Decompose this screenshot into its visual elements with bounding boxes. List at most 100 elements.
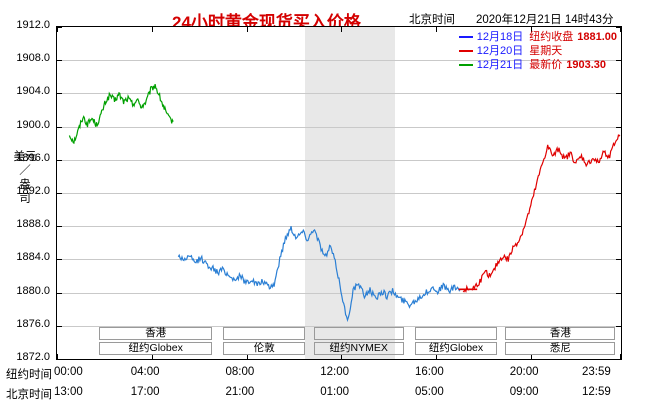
- x-row1-label: 纽约时间: [6, 369, 52, 381]
- legend-extra: 星期天: [529, 45, 563, 57]
- session-bar: 香港: [99, 327, 213, 340]
- y-tick: [57, 27, 62, 28]
- y-tick: [616, 359, 621, 360]
- grid-line: [57, 293, 621, 294]
- y-tick: [57, 160, 62, 161]
- x-tick: [57, 354, 58, 359]
- x-tick-label: 12:59: [582, 386, 611, 398]
- y-tick: [616, 160, 621, 161]
- x-tick-label: 04:00: [130, 366, 160, 378]
- timestamp-label: 2020年12月21日 14时43分: [476, 14, 614, 26]
- y-tick-label: 1888.0: [16, 218, 50, 231]
- y-tick-label: 1884.0: [16, 251, 50, 264]
- x-tick-label: 00:00: [54, 366, 83, 378]
- y-tick-label: 1872.0: [16, 351, 50, 363]
- legend-date: 12月18日: [476, 31, 524, 43]
- x-tick-label: 13:00: [54, 386, 83, 398]
- x-tick-label: 01:00: [320, 386, 350, 398]
- session-bar: 纽约NYMEX: [313, 342, 404, 355]
- session-bar: [313, 327, 404, 340]
- price-line-1: [177, 226, 461, 323]
- legend-extra: 纽约收盘: [529, 31, 574, 43]
- x-tick: [620, 354, 621, 359]
- x-tick-label: 21:00: [225, 386, 255, 398]
- x-tick: [152, 27, 153, 32]
- y-tick: [616, 226, 621, 227]
- session-bar: [223, 327, 306, 340]
- y-tick-label: 1880.0: [16, 284, 50, 297]
- legend-extra: 最新价: [529, 59, 563, 71]
- session-bar-label: 香港: [549, 327, 571, 339]
- session-bar-label: 纽约Globex: [128, 342, 183, 354]
- y-tick: [57, 293, 62, 294]
- y-tick: [57, 359, 62, 360]
- x-tick-label: 09:00: [509, 386, 539, 398]
- x-tick: [531, 27, 532, 32]
- price-series-svg: [68, 83, 621, 323]
- x-tick: [436, 27, 437, 32]
- x-tick-label: 05:00: [415, 386, 444, 398]
- session-bar-label: 伦敦: [253, 342, 275, 354]
- session-bar: 伦敦: [223, 342, 306, 355]
- y-tick-label: 1904.0: [16, 85, 50, 98]
- session-bar-label: 纽约Globex: [428, 342, 484, 354]
- session-bar-label: 香港: [145, 327, 167, 339]
- y-tick: [57, 326, 62, 327]
- x-tick-label: 16:00: [415, 366, 444, 378]
- x-tick-label: 17:00: [130, 386, 160, 398]
- grid-line: [57, 160, 621, 161]
- grid-line: [57, 226, 621, 227]
- x-tick: [341, 354, 342, 359]
- y-tick: [57, 127, 62, 128]
- price-line-2: [462, 133, 621, 294]
- y-tick-label: 1900.0: [16, 118, 50, 131]
- x-tick: [436, 354, 437, 359]
- x-row2-label: 北京时间: [6, 389, 52, 401]
- price-line-0: [68, 83, 174, 145]
- grid-line: [57, 127, 621, 128]
- legend-row: 12月21日 最新价 1903.30: [458, 58, 617, 72]
- chart-legend: 12月18日 纽约收盘 1881.00 12月20日 星期天 12月21日 最新…: [458, 30, 617, 72]
- y-tick-label: 1892.0: [16, 185, 50, 197]
- y-tick-label: 1908.0: [16, 52, 50, 65]
- x-tick: [57, 27, 58, 32]
- session-bar: 纽约Globex: [99, 342, 213, 355]
- timezone-label: 北京时间: [409, 14, 455, 26]
- x-tick: [152, 354, 153, 359]
- session-bar: [415, 327, 497, 340]
- x-tick: [620, 27, 621, 32]
- y-tick: [57, 259, 62, 260]
- y-tick: [616, 60, 621, 61]
- y-tick: [616, 193, 621, 194]
- grid-line: [57, 93, 621, 94]
- legend-swatch: [458, 64, 473, 66]
- y-tick: [57, 193, 62, 194]
- y-axis-title: 美元 ／ 盎 司: [13, 151, 37, 205]
- grid-line: [57, 326, 621, 327]
- legend-date: 12月20日: [476, 45, 524, 57]
- y-tick: [57, 60, 62, 61]
- x-tick: [247, 27, 248, 32]
- session-bar: 悉尼: [505, 342, 616, 355]
- x-tick: [531, 354, 532, 359]
- legend-row: 12月20日 星期天: [458, 44, 617, 58]
- y-tick: [616, 326, 621, 327]
- y-tick: [616, 93, 621, 94]
- x-tick-label: 20:00: [509, 366, 539, 378]
- y-tick: [616, 27, 621, 28]
- legend-value: 1903.30: [566, 59, 606, 71]
- grid-line: [57, 259, 621, 260]
- x-tick: [341, 27, 342, 32]
- y-tick: [616, 293, 621, 294]
- grid-line: [57, 60, 621, 61]
- y-tick: [57, 226, 62, 227]
- y-tick: [616, 127, 621, 128]
- x-tick-label: 23:59: [582, 366, 611, 378]
- session-bar-label: 悉尼: [549, 342, 571, 354]
- legend-swatch: [458, 50, 473, 52]
- session-bar-label: 纽约NYMEX: [329, 342, 388, 354]
- y-tick: [616, 259, 621, 260]
- legend-date: 12月21日: [476, 59, 524, 71]
- legend-row: 12月18日 纽约收盘 1881.00: [458, 30, 617, 44]
- session-bar: 纽约Globex: [415, 342, 497, 355]
